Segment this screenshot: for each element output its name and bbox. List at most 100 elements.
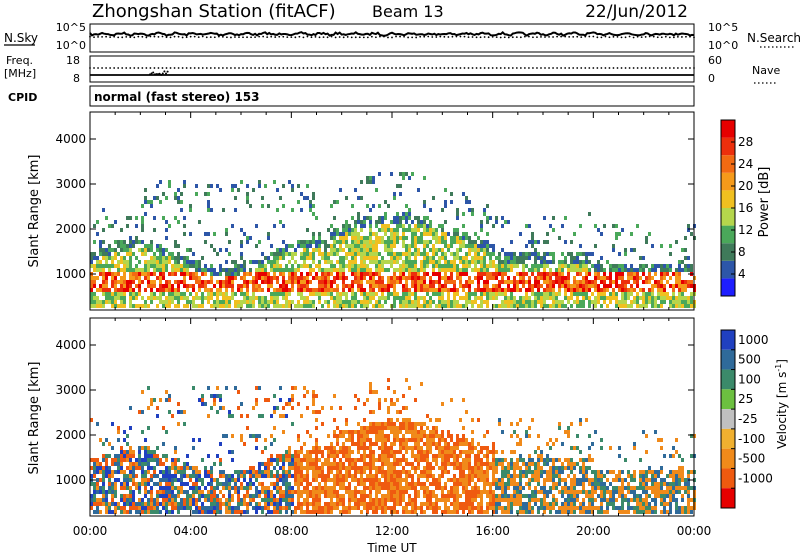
heatmap-cell (294, 386, 297, 390)
heatmap-cell (333, 244, 336, 248)
heatmap-cell (105, 502, 108, 506)
heatmap-cell (234, 304, 237, 308)
heatmap-cell (561, 284, 564, 288)
heatmap-cell (102, 264, 105, 268)
heatmap-cell (120, 296, 123, 300)
heatmap-cell (504, 304, 507, 308)
nave-point (399, 67, 401, 69)
heatmap-cell (639, 296, 642, 300)
heatmap-cell (216, 296, 219, 300)
heatmap-cell (96, 506, 99, 510)
heatmap-cell (336, 248, 339, 252)
heatmap-cell (297, 494, 300, 498)
heatmap-cell (294, 280, 297, 284)
heatmap-cell (168, 292, 171, 296)
heatmap-cell (342, 304, 345, 308)
heatmap-cell (300, 462, 303, 466)
heatmap-cell (219, 474, 222, 478)
heatmap-cell (255, 386, 258, 390)
heatmap-cell (303, 244, 306, 248)
heatmap-cell (108, 506, 111, 510)
heatmap-cell (660, 272, 663, 276)
heatmap-cell (276, 292, 279, 296)
heatmap-cell (387, 466, 390, 470)
heatmap-cell (657, 296, 660, 300)
heatmap-cell (255, 244, 258, 248)
heatmap-cell (360, 196, 363, 200)
heatmap-cell (252, 292, 255, 296)
heatmap-cell (156, 474, 159, 478)
heatmap-cell (360, 304, 363, 308)
heatmap-cell (348, 470, 351, 474)
heatmap-cell (402, 470, 405, 474)
heatmap-cell (585, 260, 588, 264)
heatmap-cell (219, 470, 222, 474)
heatmap-cell (141, 430, 144, 434)
heatmap-cell (240, 264, 243, 268)
heatmap-cell (624, 264, 627, 268)
heatmap-cell (462, 458, 465, 462)
heatmap-cell (267, 260, 270, 264)
heatmap-cell (273, 224, 276, 228)
heatmap-cell (402, 288, 405, 292)
heatmap-cell (150, 466, 153, 470)
nave-point (528, 67, 530, 69)
heatmap-cell (192, 502, 195, 506)
heatmap-cell (246, 490, 249, 494)
heatmap-cell (213, 268, 216, 272)
heatmap-cell (384, 450, 387, 454)
heatmap-cell (357, 482, 360, 486)
heatmap-cell (105, 462, 108, 466)
heatmap-cell (483, 268, 486, 272)
heatmap-cell (255, 284, 258, 288)
heatmap-cell (216, 280, 219, 284)
heatmap-cell (591, 292, 594, 296)
noise-search-point (262, 35, 265, 38)
heatmap-cell (171, 478, 174, 482)
heatmap-cell (111, 482, 114, 486)
heatmap-cell (387, 260, 390, 264)
heatmap-cell (642, 280, 645, 284)
heatmap-cell (351, 292, 354, 296)
heatmap-cell (315, 510, 318, 514)
heatmap-cell (360, 180, 363, 184)
heatmap-cell (141, 272, 144, 276)
heatmap-cell (120, 506, 123, 510)
heatmap-cell (276, 300, 279, 304)
heatmap-cell (630, 272, 633, 276)
heatmap-cell (294, 506, 297, 510)
heatmap-cell (366, 466, 369, 470)
nave-point (306, 67, 309, 69)
noise-search-point (536, 36, 538, 39)
heatmap-cell (360, 458, 363, 462)
heatmap-cell (312, 256, 315, 260)
heatmap-cell (387, 474, 390, 478)
heatmap-cell (393, 256, 396, 260)
nave-point (193, 67, 196, 69)
nave-point (117, 67, 120, 69)
heatmap-cell (240, 498, 243, 502)
heatmap-cell (210, 264, 213, 268)
heatmap-cell (366, 486, 369, 490)
heatmap-cell (165, 502, 168, 506)
heatmap-cell (357, 430, 360, 434)
heatmap-cell (609, 272, 612, 276)
freq-label-line2: [MHz] (4, 67, 36, 80)
nave-dip-point (155, 73, 158, 76)
heatmap-cell (393, 466, 396, 470)
heatmap-cell (96, 220, 99, 224)
heatmap-cell (129, 486, 132, 490)
heatmap-cell (429, 280, 432, 284)
heatmap-cell (576, 264, 579, 268)
nave-point (592, 67, 595, 69)
heatmap-cell (174, 466, 177, 470)
heatmap-cell (516, 280, 519, 284)
heatmap-cell (522, 300, 525, 304)
heatmap-cell (417, 438, 420, 442)
heatmap-cell (264, 498, 267, 502)
heatmap-cell (171, 268, 174, 272)
heatmap-cell (525, 256, 528, 260)
heatmap-cell (468, 300, 471, 304)
heatmap-cell (507, 264, 510, 268)
heatmap-cell (435, 280, 438, 284)
